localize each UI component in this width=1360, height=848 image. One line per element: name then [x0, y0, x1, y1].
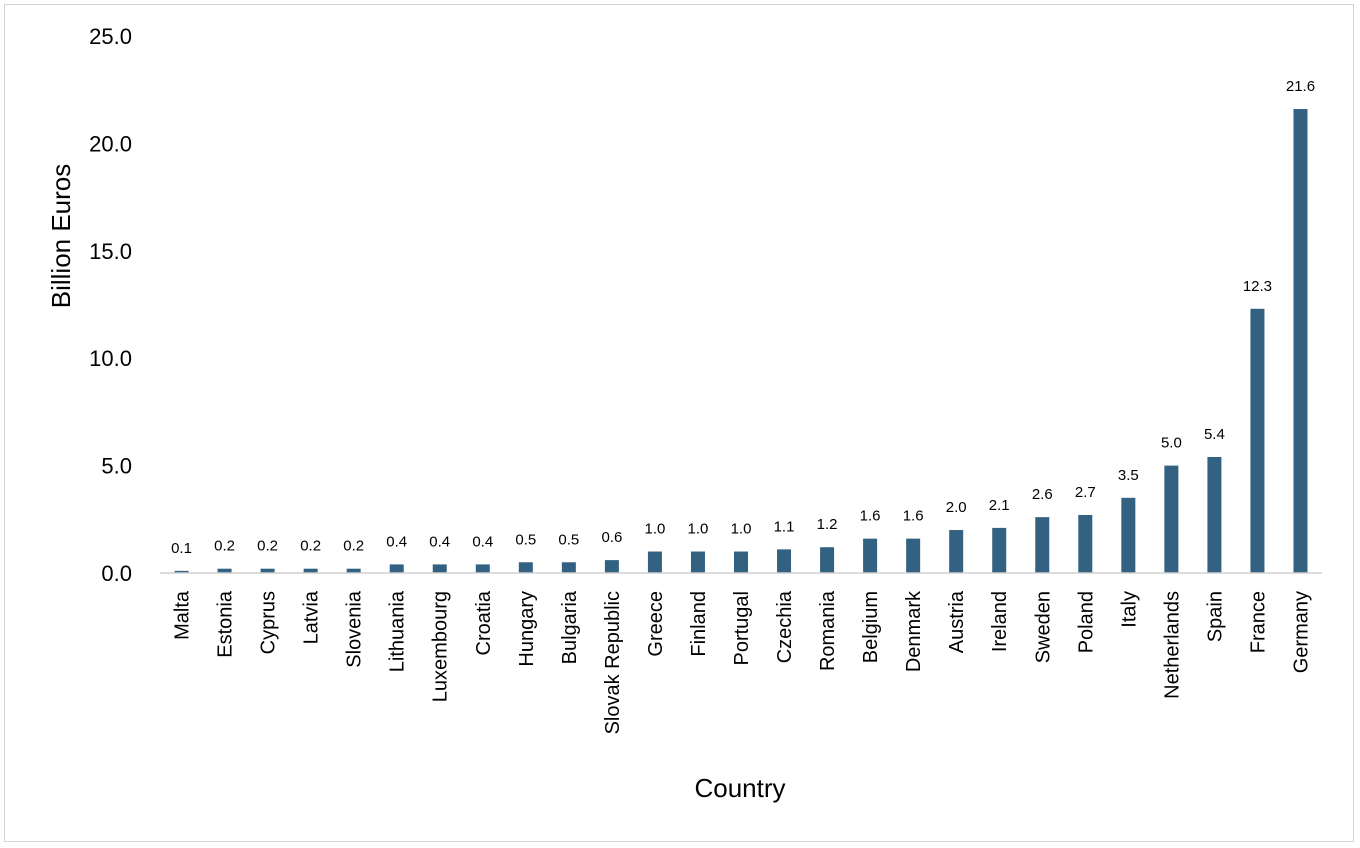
data-label: 0.2 [257, 538, 278, 555]
bar [992, 527, 1007, 573]
category-label: Slovak Republic [602, 591, 624, 734]
data-label: 2.6 [1032, 486, 1053, 503]
data-label: 0.1 [171, 540, 192, 557]
category-label: Ireland [989, 591, 1011, 652]
data-label: 2.0 [946, 499, 967, 516]
bar [1207, 457, 1222, 573]
data-label: 1.6 [903, 508, 924, 525]
bar [518, 562, 533, 573]
x-axis-title: Country [694, 773, 785, 803]
category-label: France [1247, 591, 1269, 653]
data-label: 1.6 [860, 508, 881, 525]
category-label: Spain [1204, 591, 1226, 642]
category-label: Czechia [774, 590, 796, 663]
bar [1250, 308, 1265, 573]
data-label: 1.1 [774, 518, 795, 535]
category-labels: Malta Estonia Cyprus Latvia Slovenia Lithuani… [172, 590, 1313, 734]
y-tick-label: 15.0 [89, 239, 132, 264]
bar [690, 551, 705, 573]
bar [303, 568, 318, 573]
bar [777, 549, 792, 573]
bar [389, 564, 404, 573]
bar [863, 538, 878, 573]
bar [1121, 497, 1136, 573]
category-label: Portugal [731, 591, 753, 666]
y-axis-ticks: 0.0 5.0 10.0 15.0 20.0 25.0 [89, 24, 132, 586]
y-tick-label: 20.0 [89, 131, 132, 156]
category-label: Belgium [860, 591, 882, 663]
data-label: 5.4 [1204, 426, 1225, 443]
data-label: 3.5 [1118, 467, 1139, 484]
data-label: 1.0 [731, 521, 752, 538]
category-label: Estonia [215, 590, 237, 658]
category-label: Finland [688, 591, 710, 657]
category-label: Italy [1118, 591, 1140, 628]
data-label: 0.6 [601, 529, 622, 546]
data-label: 21.6 [1286, 78, 1315, 95]
category-label: Austria [946, 590, 968, 653]
category-label: Poland [1075, 591, 1097, 653]
data-label: 12.3 [1243, 278, 1272, 295]
data-label: 0.4 [472, 533, 493, 550]
bar [906, 538, 921, 573]
y-tick-label: 0.0 [101, 561, 132, 586]
bar [647, 551, 662, 573]
data-label: 0.2 [214, 538, 235, 555]
bar [432, 564, 447, 573]
data-label: 0.2 [343, 538, 364, 555]
category-label: Lithuania [387, 590, 409, 672]
category-label: Latvia [301, 590, 323, 644]
bar [949, 530, 964, 573]
bar [1078, 515, 1093, 573]
data-label: 0.5 [558, 531, 579, 548]
bars [174, 109, 1308, 574]
data-label: 2.7 [1075, 484, 1096, 501]
chart-frame [4, 4, 1354, 842]
category-label: Croatia [473, 590, 495, 655]
bar [1293, 109, 1308, 574]
y-tick-label: 25.0 [89, 24, 132, 49]
data-label: 2.1 [989, 497, 1010, 514]
data-label: 1.0 [644, 521, 665, 538]
data-label: 0.5 [515, 531, 536, 548]
bar [260, 568, 275, 573]
y-axis-title: Billion Euros [46, 164, 76, 309]
category-label: Cyprus [258, 591, 280, 654]
bar [561, 562, 576, 573]
category-label: Denmark [903, 590, 925, 672]
data-label: 1.0 [688, 521, 709, 538]
category-label: Romania [817, 590, 839, 671]
category-label: Malta [172, 590, 194, 640]
category-label: Slovenia [344, 590, 366, 668]
bar [604, 560, 619, 573]
category-label: Netherlands [1161, 591, 1183, 699]
category-label: Greece [645, 591, 667, 657]
data-label: 0.4 [386, 533, 407, 550]
category-label: Luxembourg [430, 591, 452, 702]
category-label: Hungary [516, 591, 538, 667]
category-label: Sweden [1032, 591, 1054, 663]
bar [217, 568, 232, 573]
data-label: 0.4 [429, 533, 450, 550]
bar [734, 551, 748, 573]
data-label: 5.0 [1161, 435, 1182, 452]
bar [174, 570, 189, 573]
data-label: 0.2 [300, 538, 321, 555]
data-label: 1.2 [817, 516, 838, 533]
y-tick-label: 5.0 [101, 454, 132, 479]
y-tick-label: 10.0 [89, 346, 132, 371]
data-labels: 0.1 0.2 0.2 0.2 0.2 0.4 0.4 0.4 0.5 0.5 0.6 1.0 1.0 1… [171, 78, 1315, 557]
bar [1035, 517, 1050, 573]
bar [1164, 465, 1179, 573]
bar [346, 568, 361, 573]
bar [475, 564, 490, 573]
bar [820, 547, 835, 573]
category-label: Germany [1290, 591, 1312, 673]
category-label: Bulgaria [559, 590, 581, 664]
